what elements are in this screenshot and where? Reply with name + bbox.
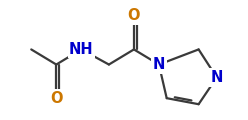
Text: O: O [128,8,140,23]
Text: N: N [153,57,165,72]
Text: O: O [50,91,62,106]
Text: N: N [211,70,223,85]
Text: NH: NH [69,42,93,57]
